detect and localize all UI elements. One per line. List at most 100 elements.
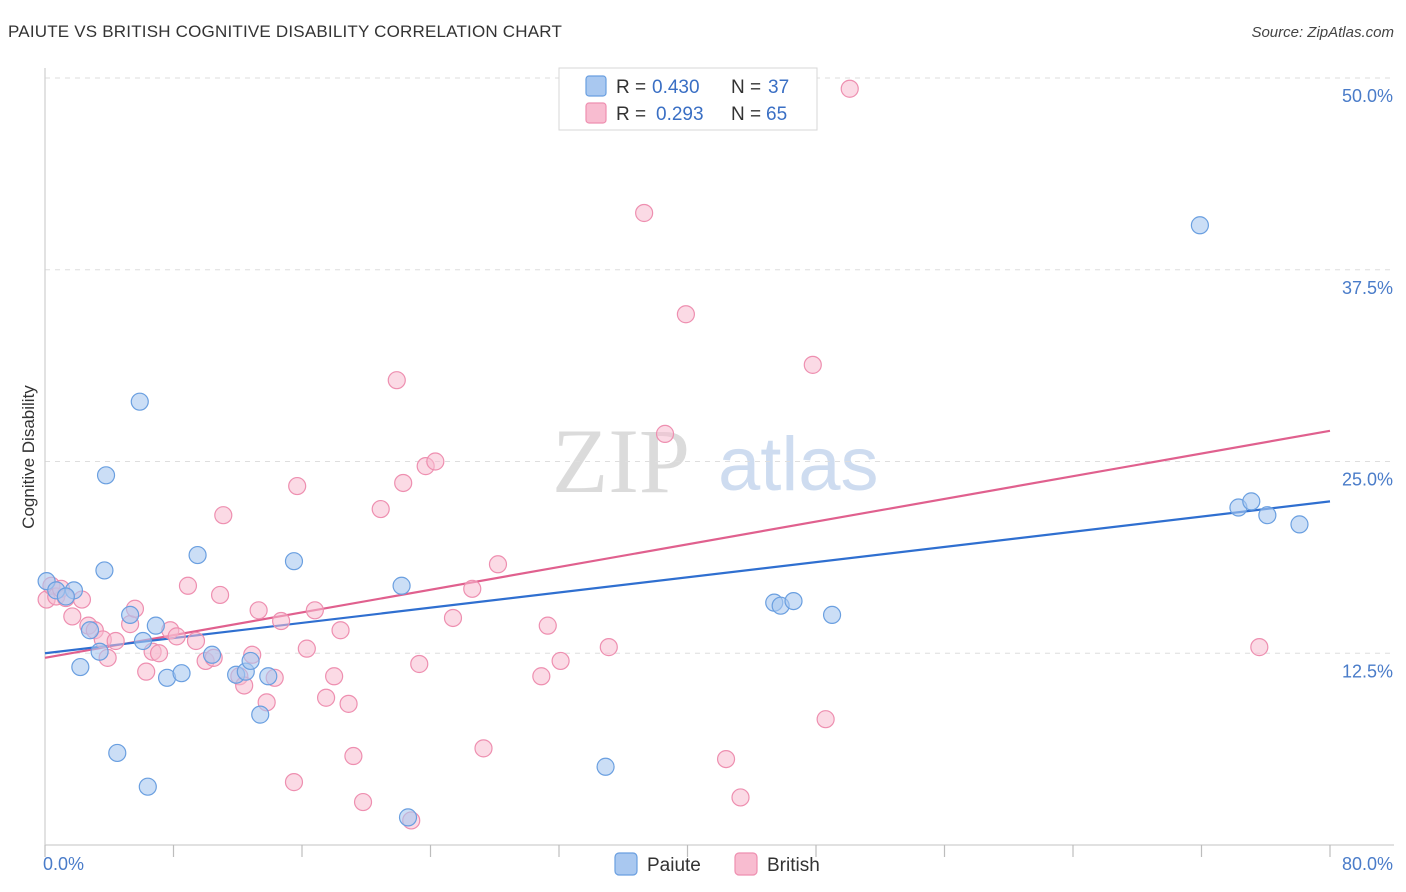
x-tick-label-0: 0.0% (43, 854, 84, 874)
british-point-52 (488, 555, 508, 574)
legend-top: R = 0.430 N = 37 R = 0.293 N = 65 (558, 67, 818, 131)
legend-n-label-british: N = (731, 104, 761, 125)
british-trend-line (44, 429, 1331, 659)
paiute-point-35 (1258, 506, 1277, 525)
y-tick-label-3: 50.0% (1342, 86, 1393, 106)
british-point-42 (371, 499, 390, 519)
british-point-19 (178, 576, 198, 595)
legend-bottom-label-paiute: Paiute (647, 855, 701, 876)
paiute-point-8 (95, 561, 114, 580)
paiute-point-24 (138, 777, 157, 796)
gridlines (45, 77, 1394, 654)
y-tick-label-2: 37.5% (1342, 278, 1393, 298)
paiute-point-16 (188, 545, 207, 565)
y-tick-label-1: 25.0% (1342, 470, 1393, 490)
british-point-16 (149, 644, 169, 663)
british-point-54 (538, 616, 557, 635)
watermark-atlas: atlas (718, 422, 879, 507)
british-point-53 (532, 667, 551, 686)
legend-r-value-british: 0.293 (656, 104, 704, 125)
british-point-14 (137, 662, 156, 681)
paiute-point-32 (1190, 216, 1209, 235)
paiute-point-34 (1242, 492, 1261, 511)
paiute-point-15 (172, 664, 191, 683)
paiute-point-6 (90, 642, 109, 661)
british-point-55 (551, 651, 570, 671)
british-point-58 (655, 424, 675, 443)
british-point-38 (331, 621, 350, 640)
british-point-43 (387, 371, 406, 390)
x-tick-label-1: 80.0% (1342, 854, 1393, 874)
paiute-point-10 (121, 605, 140, 625)
paiute-point-36 (1290, 515, 1309, 534)
legend-n-value-british: 65 (766, 104, 787, 125)
paiute-point-25 (392, 576, 411, 595)
y-tick-label-0: 12.5% (1342, 661, 1393, 681)
british-point-20 (186, 631, 206, 651)
british-point-46 (410, 654, 429, 674)
paiute-point-17 (202, 645, 222, 664)
legend-bottom-swatch-british (734, 852, 758, 876)
british-point-56 (599, 638, 618, 657)
british-point-24 (214, 506, 233, 525)
british-point-40 (344, 746, 363, 766)
trend-lines (44, 429, 1331, 659)
british-point-31 (272, 611, 291, 631)
legend-n-value-paiute: 37 (768, 77, 789, 98)
legend-bottom: Paiute British (614, 852, 820, 876)
chart-title: PAIUTE VS BRITISH COGNITIVE DISABILITY C… (8, 22, 563, 41)
british-point-51 (474, 739, 493, 758)
paiute-trend-line (44, 500, 1331, 655)
paiute-point-13 (146, 616, 165, 635)
british-point-36 (316, 688, 336, 707)
british-point-65 (1250, 638, 1269, 657)
british-point-41 (353, 792, 373, 812)
legend-swatch-paiute (585, 75, 607, 97)
british-point-50 (463, 579, 482, 598)
paiute-point-20 (241, 651, 260, 671)
british-point-35 (305, 601, 324, 620)
legend-n-label-paiute: N = (731, 77, 761, 98)
paiute-point-9 (108, 743, 127, 763)
british-point-59 (676, 305, 695, 324)
british-point-63 (816, 710, 835, 729)
british-point-28 (249, 601, 268, 620)
british-point-60 (716, 749, 736, 769)
british-point-11 (106, 631, 125, 651)
british-point-48 (426, 452, 445, 471)
paiute-point-11 (130, 392, 149, 411)
y-axis-label: Cognitive Disability (19, 385, 38, 529)
british-point-39 (339, 694, 358, 713)
paiute-point-12 (133, 631, 153, 651)
british-point-23 (210, 585, 230, 605)
british-point-62 (803, 355, 822, 374)
legend-swatch-british (585, 102, 607, 124)
british-point-44 (394, 473, 413, 493)
british-point-18 (167, 627, 186, 646)
legend-bottom-label-british: British (767, 855, 820, 876)
paiute-point-26 (398, 808, 418, 827)
paiute-point-30 (784, 591, 803, 611)
british-point-57 (635, 203, 654, 223)
paiute-points (37, 216, 1309, 827)
legend-r-label-paiute: R = (616, 77, 646, 98)
british-point-49 (443, 608, 463, 628)
legend-r-value-paiute: 0.430 (652, 77, 700, 98)
paiute-point-4 (71, 657, 90, 677)
british-point-5 (63, 607, 82, 626)
british-point-61 (731, 788, 750, 807)
axes (44, 68, 1394, 857)
paiute-point-22 (259, 667, 278, 686)
source-credit: Source: ZipAtlas.com (1251, 24, 1394, 41)
british-point-33 (288, 476, 307, 496)
british-point-32 (284, 773, 304, 792)
british-point-34 (297, 639, 316, 658)
paiute-point-5 (80, 621, 100, 640)
british-point-64 (840, 79, 859, 98)
paiute-point-3 (56, 587, 75, 606)
british-point-37 (325, 667, 344, 686)
paiute-point-21 (251, 705, 270, 724)
tick-labels: 12.5% 25.0% 37.5% 50.0% 0.0% 80.0% (43, 86, 1393, 874)
paiute-point-7 (96, 466, 116, 485)
